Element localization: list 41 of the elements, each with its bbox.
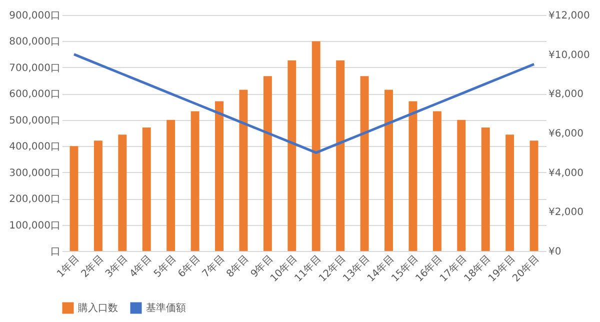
line-series — [72, 53, 536, 154]
y-tick-label: 800,000口 — [9, 36, 60, 48]
bar — [142, 127, 151, 251]
legend-label: 購入口数 — [78, 302, 118, 314]
bar — [457, 120, 466, 251]
bar — [215, 101, 224, 251]
y2-tick-label: ¥0 — [548, 246, 562, 258]
bar — [506, 134, 514, 251]
bar — [481, 127, 490, 251]
bar — [118, 134, 127, 251]
y-tick-label: 600,000口 — [9, 89, 60, 100]
bar — [312, 41, 320, 251]
bar — [166, 120, 176, 251]
bar — [530, 140, 538, 251]
y2-tick-label: ¥10,000 — [548, 50, 590, 61]
y-tick-label: 700,000口 — [9, 62, 60, 74]
bar — [94, 140, 102, 251]
legend-label: 基準価額 — [146, 302, 186, 314]
y-tick-label: 500,000口 — [9, 115, 60, 126]
y-tick-label: 200,000口 — [9, 194, 60, 206]
y2-tick-label: ¥8,000 — [548, 89, 584, 100]
y-tick-label: 300,000口 — [9, 168, 60, 179]
bar — [408, 101, 418, 251]
bar — [432, 111, 442, 251]
bar — [288, 60, 296, 251]
bar — [190, 111, 200, 251]
bar — [360, 76, 369, 251]
x-tick-label: 2年目 — [78, 252, 106, 280]
bar — [239, 90, 248, 251]
y2-tick-label: ¥12,000 — [548, 10, 590, 22]
y2-tick-label: ¥6,000 — [548, 128, 584, 140]
bar — [384, 90, 393, 251]
y-tick-label: 900,000口 — [9, 10, 60, 22]
y2-tick-label: ¥4,000 — [548, 168, 584, 179]
y-tick-label: 100,000口 — [9, 220, 60, 232]
bar — [70, 146, 78, 251]
y2-tick-label: ¥2,000 — [548, 207, 584, 218]
y-tick-label: 400,000口 — [9, 142, 60, 153]
bar — [336, 60, 345, 251]
bar — [263, 76, 272, 251]
y-tick-label: 口 — [50, 246, 60, 258]
